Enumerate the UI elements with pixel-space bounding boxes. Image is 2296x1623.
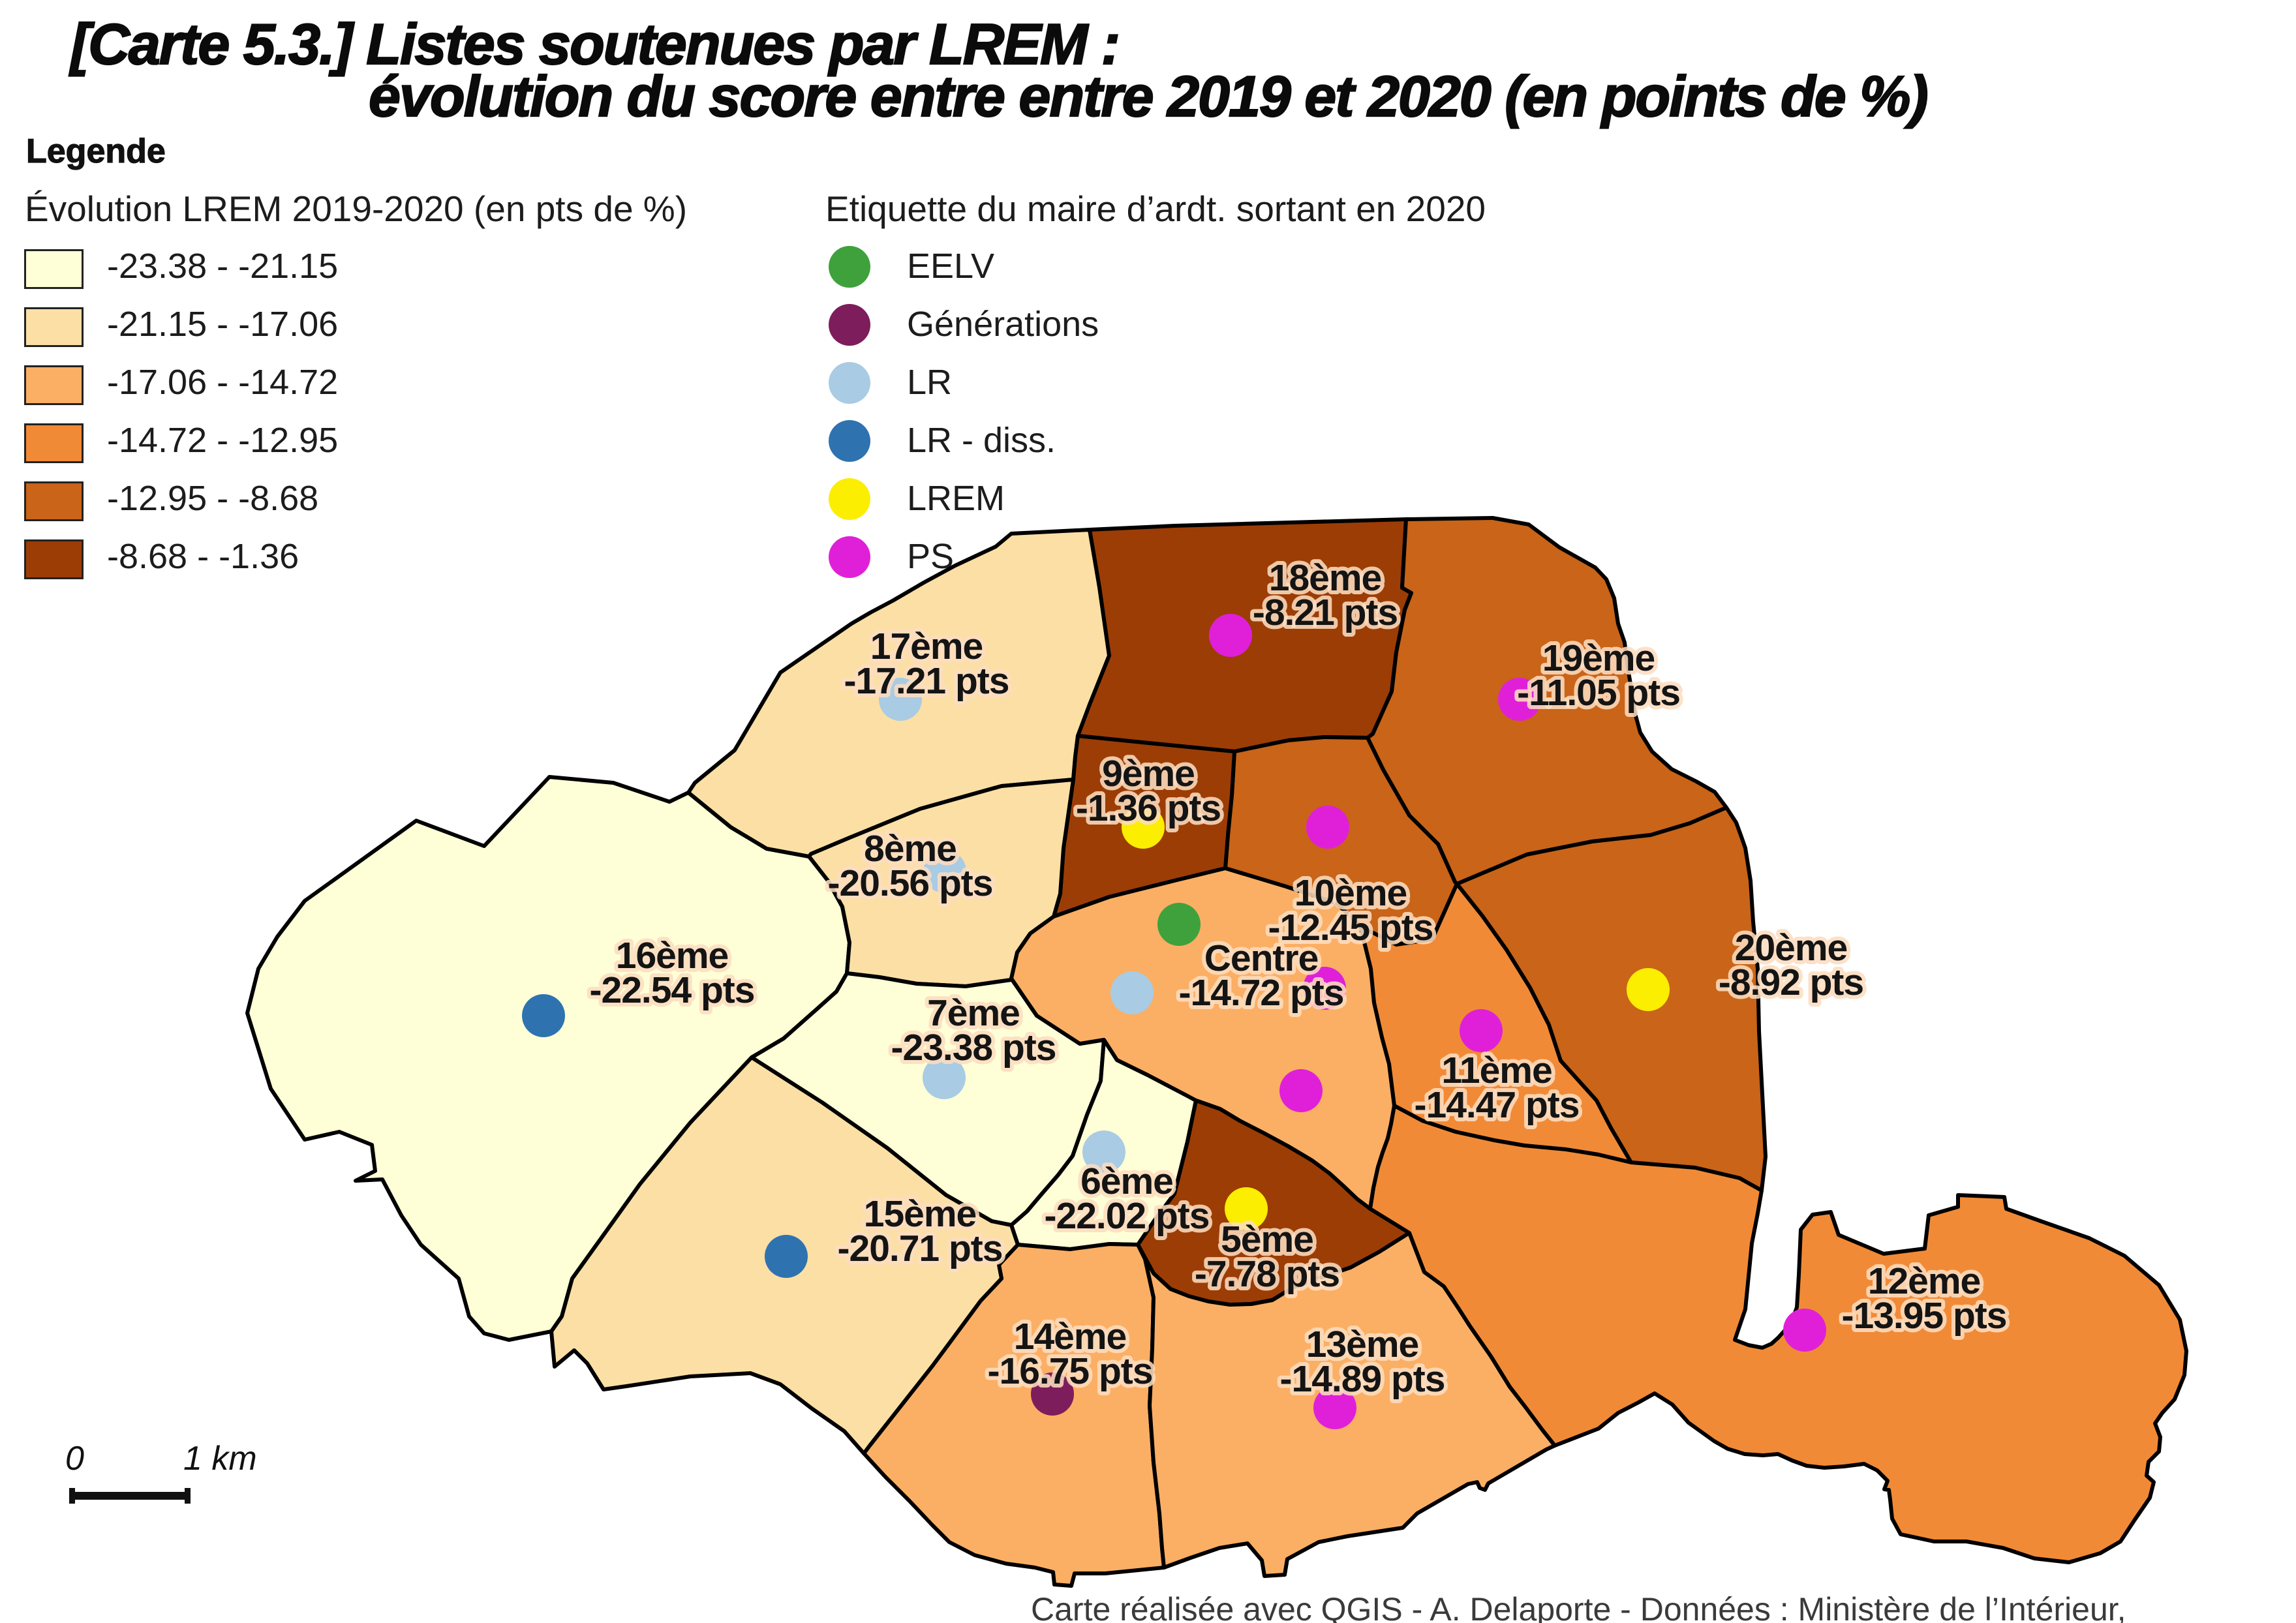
svg-text:-20.71 pts: -20.71 pts <box>838 1228 1003 1269</box>
svg-text:-20.56 pts: -20.56 pts <box>828 862 993 904</box>
svg-text:-1.36 pts: -1.36 pts <box>1076 787 1221 829</box>
svg-text:10ème: 10ème <box>1294 872 1407 914</box>
svg-text:-16.75 pts: -16.75 pts <box>988 1350 1153 1392</box>
svg-text:-8.21 pts: -8.21 pts <box>1253 592 1398 633</box>
svg-text:20ème: 20ème <box>1735 927 1848 969</box>
svg-text:19ème: 19ème <box>1542 637 1655 679</box>
svg-text:-17.21 pts: -17.21 pts <box>844 660 1009 702</box>
svg-text:13ème: 13ème <box>1306 1324 1419 1365</box>
svg-text:1 km: 1 km <box>183 1440 257 1478</box>
svg-text:-12.45 pts: -12.45 pts <box>1268 907 1433 948</box>
svg-text:14ème: 14ème <box>1014 1316 1127 1358</box>
svg-text:-14.47 pts: -14.47 pts <box>1415 1084 1580 1126</box>
svg-text:-7.78 pts: -7.78 pts <box>1195 1253 1339 1295</box>
svg-text:0: 0 <box>65 1440 84 1478</box>
svg-text:15ème: 15ème <box>864 1193 977 1235</box>
svg-text:-14.72 pts: -14.72 pts <box>1179 972 1344 1014</box>
svg-text:-23.38 pts: -23.38 pts <box>891 1027 1056 1069</box>
svg-text:12ème: 12ème <box>1868 1260 1981 1302</box>
svg-text:17ème: 17ème <box>870 626 983 667</box>
svg-text:8ème: 8ème <box>864 828 957 870</box>
svg-text:-22.54 pts: -22.54 pts <box>590 969 755 1011</box>
svg-text:16ème: 16ème <box>616 935 729 977</box>
svg-text:9ème: 9ème <box>1102 753 1195 795</box>
svg-text:6ème: 6ème <box>1080 1160 1173 1202</box>
svg-text:7ème: 7ème <box>927 992 1020 1034</box>
svg-text:11ème: 11ème <box>1441 1050 1552 1091</box>
svg-text:-13.95 pts: -13.95 pts <box>1842 1295 2007 1337</box>
svg-text:Centre: Centre <box>1204 937 1319 979</box>
svg-text:18ème: 18ème <box>1269 557 1382 599</box>
svg-text:-14.89 pts: -14.89 pts <box>1280 1358 1445 1400</box>
svg-text:-8.92 pts: -8.92 pts <box>1719 962 1863 1003</box>
svg-text:-22.02 pts: -22.02 pts <box>1045 1195 1210 1237</box>
svg-text:5ème: 5ème <box>1221 1219 1313 1260</box>
svg-text:-11.05 pts: -11.05 pts <box>1517 672 1680 714</box>
